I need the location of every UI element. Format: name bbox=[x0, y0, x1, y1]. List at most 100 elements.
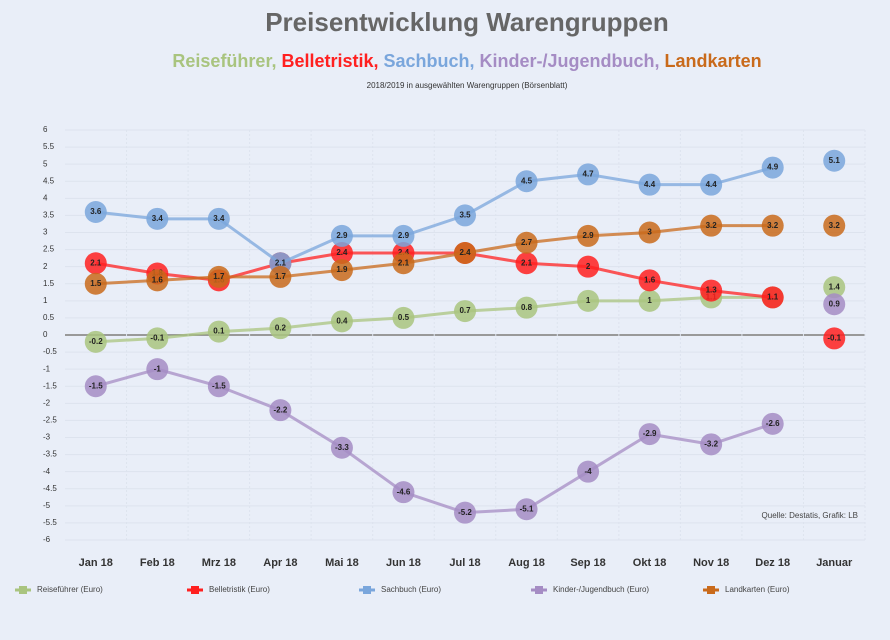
data-label: -3.3 bbox=[335, 443, 349, 452]
data-label: 2.4 bbox=[336, 248, 348, 257]
data-label: 1 bbox=[647, 296, 652, 305]
point bbox=[761, 214, 784, 237]
data-label: 4.5 bbox=[521, 176, 533, 185]
point bbox=[392, 306, 415, 329]
data-label: 5.1 bbox=[829, 156, 841, 165]
data-label: -3.2 bbox=[704, 439, 718, 448]
legend-swatch bbox=[707, 586, 715, 594]
data-label: 3.5 bbox=[459, 211, 471, 220]
x-tick-label: Januar bbox=[816, 557, 853, 569]
x-tick-label: Jan 18 bbox=[79, 557, 113, 569]
x-tick-label: Mai 18 bbox=[325, 557, 359, 569]
source: Quelle: Destatis, Grafik: LB bbox=[762, 511, 858, 520]
data-label: 0.9 bbox=[829, 299, 841, 308]
point bbox=[823, 293, 846, 316]
y-tick-label: 0.5 bbox=[43, 313, 55, 322]
point bbox=[638, 221, 661, 244]
chart-subtitle: Reiseführer, Belletristik, Sachbuch, Kin… bbox=[172, 51, 761, 71]
x-tick-label: Nov 18 bbox=[693, 557, 729, 569]
point bbox=[823, 149, 846, 172]
point bbox=[330, 310, 353, 333]
data-label: 0.5 bbox=[398, 313, 410, 322]
x-tick-label: Apr 18 bbox=[263, 557, 297, 569]
data-label: -2.9 bbox=[643, 429, 657, 438]
point bbox=[84, 201, 107, 223]
point bbox=[577, 255, 600, 278]
data-label: 0.4 bbox=[336, 316, 348, 325]
legend-label: Reiseführer (Euro) bbox=[37, 585, 103, 594]
data-label: 1.6 bbox=[152, 275, 164, 284]
data-label: -0.1 bbox=[150, 334, 164, 343]
legend-swatch bbox=[19, 586, 27, 594]
y-tick-label: 5 bbox=[43, 159, 48, 168]
data-label: 2.9 bbox=[583, 231, 595, 240]
data-label: 4.4 bbox=[706, 180, 718, 189]
data-label: 1.9 bbox=[336, 265, 348, 274]
legend-label: Kinder-/Jugendbuch (Euro) bbox=[553, 585, 649, 594]
data-label: 2.1 bbox=[90, 258, 102, 267]
data-label: 1 bbox=[586, 296, 591, 305]
point bbox=[330, 242, 353, 264]
point bbox=[577, 460, 600, 483]
subtitle-part: Sachbuch, bbox=[384, 51, 480, 71]
point bbox=[454, 501, 476, 524]
data-label: 4.4 bbox=[644, 180, 656, 189]
subtitle-part: Landkarten bbox=[665, 51, 762, 71]
data-label: 3.4 bbox=[152, 214, 164, 223]
data-label: -5.2 bbox=[458, 508, 472, 517]
data-label: -1.5 bbox=[89, 381, 103, 390]
data-label: -0.1 bbox=[827, 334, 841, 343]
point bbox=[638, 269, 661, 292]
data-label: 4.9 bbox=[767, 163, 779, 172]
data-label: 1.6 bbox=[644, 275, 656, 284]
data-label: 1.7 bbox=[213, 272, 225, 281]
x-tick-label: Mrz 18 bbox=[202, 557, 236, 569]
x-tick-label: Sep 18 bbox=[570, 557, 605, 569]
data-label: 2 bbox=[586, 262, 591, 271]
point bbox=[146, 269, 169, 292]
y-tick-label: -5 bbox=[43, 501, 51, 510]
data-label: 2.1 bbox=[398, 258, 410, 267]
point bbox=[392, 481, 415, 504]
point bbox=[700, 433, 723, 456]
data-label: -2.6 bbox=[766, 419, 780, 428]
point bbox=[761, 412, 784, 435]
data-label: -1.5 bbox=[212, 381, 226, 390]
point bbox=[823, 327, 846, 350]
data-label: 3.2 bbox=[706, 221, 718, 230]
point bbox=[269, 265, 292, 288]
point bbox=[84, 330, 107, 353]
data-label: 2.4 bbox=[459, 248, 471, 257]
point bbox=[84, 272, 107, 295]
data-label: 1.5 bbox=[90, 279, 102, 288]
y-tick-label: 2 bbox=[43, 262, 48, 271]
data-label: 2.7 bbox=[521, 238, 533, 247]
point bbox=[269, 399, 292, 422]
point bbox=[761, 156, 784, 179]
y-tick-label: -6 bbox=[43, 535, 51, 544]
point bbox=[392, 252, 415, 275]
y-tick-label: 5.5 bbox=[43, 142, 55, 151]
x-tick-label: Okt 18 bbox=[633, 557, 667, 569]
x-tick-label: Jun 18 bbox=[386, 557, 421, 569]
y-tick-label: 3 bbox=[43, 228, 48, 237]
point bbox=[146, 358, 169, 381]
data-label: -0.2 bbox=[89, 337, 103, 346]
point bbox=[269, 317, 292, 340]
legend-swatch bbox=[363, 586, 371, 594]
subtitle-part: Belletristik, bbox=[281, 51, 383, 71]
legend-label: Belletristik (Euro) bbox=[209, 585, 270, 594]
point bbox=[577, 289, 600, 312]
point bbox=[330, 224, 353, 247]
y-tick-label: -2 bbox=[43, 398, 51, 407]
y-tick-label: 2.5 bbox=[43, 245, 55, 254]
y-tick-label: 6 bbox=[43, 125, 48, 134]
data-label: 0.1 bbox=[213, 327, 225, 336]
point bbox=[84, 252, 107, 275]
x-tick-label: Dez 18 bbox=[755, 557, 790, 569]
point bbox=[454, 242, 476, 264]
y-tick-label: -4.5 bbox=[43, 484, 57, 493]
data-label: 2.1 bbox=[521, 258, 533, 267]
subtitle-part: Reiseführer, bbox=[172, 51, 281, 71]
